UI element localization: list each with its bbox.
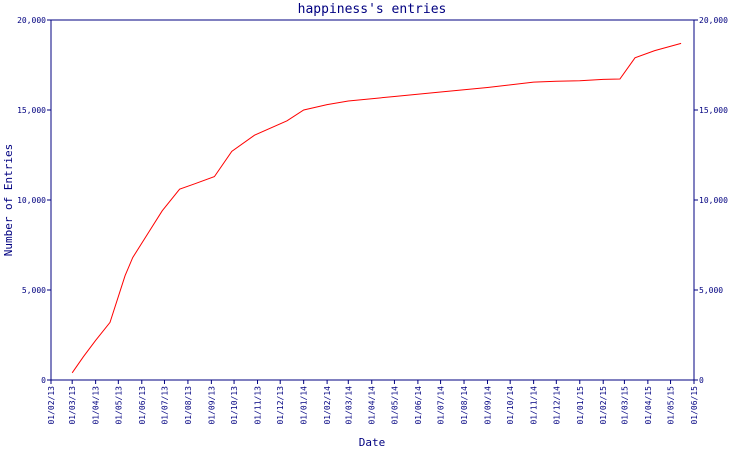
x-tick-label: 01/10/14 <box>506 386 515 425</box>
x-tick-label: 01/06/13 <box>138 386 147 425</box>
x-tick-label: 01/09/14 <box>483 386 492 425</box>
y-tick-label-right: 0 <box>699 376 704 385</box>
x-tick-label: 01/06/15 <box>690 386 699 425</box>
y-axis-left: 0 5,000 10,000 15,000 20,000 <box>17 16 51 385</box>
x-axis: 01/02/13 01/03/13 01/04/13 01/05/13 01/06/13… <box>47 380 699 425</box>
x-tick-label: 01/02/13 <box>47 386 56 425</box>
x-tick-label: 01/08/13 <box>184 386 193 425</box>
x-tick-label: 01/01/15 <box>576 386 585 425</box>
x-tick-label: 01/09/13 <box>207 386 216 425</box>
x-tick-label: 01/02/14 <box>323 386 332 425</box>
x-tick-label: 01/03/14 <box>344 386 353 425</box>
x-tick-label: 01/04/14 <box>368 386 377 425</box>
x-tick-label: 01/04/13 <box>92 386 101 425</box>
y-tick-label-left: 0 <box>41 376 46 385</box>
y-tick-label-left: 5,000 <box>22 286 46 295</box>
y-tick-label-right: 5,000 <box>699 286 723 295</box>
y-tick-label-left: 10,000 <box>17 196 46 205</box>
x-axis-title: Date <box>359 436 386 449</box>
x-tick-label: 01/05/14 <box>390 386 399 425</box>
plot-frame <box>50 19 695 381</box>
x-tick-label: 01/03/15 <box>620 386 629 425</box>
x-tick-label: 01/07/14 <box>437 386 446 425</box>
series-layer <box>71 42 682 374</box>
x-tick-label: 01/05/15 <box>667 386 676 425</box>
y-tick-label-right: 10,000 <box>699 196 728 205</box>
x-tick-label: 01/08/14 <box>460 386 469 425</box>
y-axis-right: 0 5,000 10,000 15,000 20,000 <box>694 16 728 385</box>
chart-title: happiness's entries <box>298 2 447 17</box>
y-tick-label-right: 15,000 <box>699 106 728 115</box>
x-tick-label: 01/06/14 <box>414 386 423 425</box>
x-tick-label: 01/04/15 <box>644 386 653 425</box>
y-tick-label-left: 20,000 <box>17 16 46 25</box>
x-tick-label: 01/11/13 <box>254 386 263 425</box>
x-tick-label: 01/03/13 <box>68 386 77 425</box>
x-tick-label: 01/02/15 <box>599 386 608 425</box>
x-tick-label: 01/11/14 <box>530 386 539 425</box>
x-tick-label: 01/07/13 <box>160 386 169 425</box>
x-tick-label: 01/10/13 <box>230 386 239 425</box>
x-tick-label: 01/12/14 <box>552 386 561 425</box>
y-axis-title: Number of Entries <box>2 144 15 257</box>
x-tick-label: 01/05/13 <box>114 386 123 425</box>
x-tick-label: 01/12/13 <box>276 386 285 425</box>
y-tick-label-right: 20,000 <box>699 16 728 25</box>
x-tick-label: 01/01/14 <box>300 386 309 425</box>
entries-series-line <box>71 42 682 374</box>
y-tick-label-left: 15,000 <box>17 106 46 115</box>
